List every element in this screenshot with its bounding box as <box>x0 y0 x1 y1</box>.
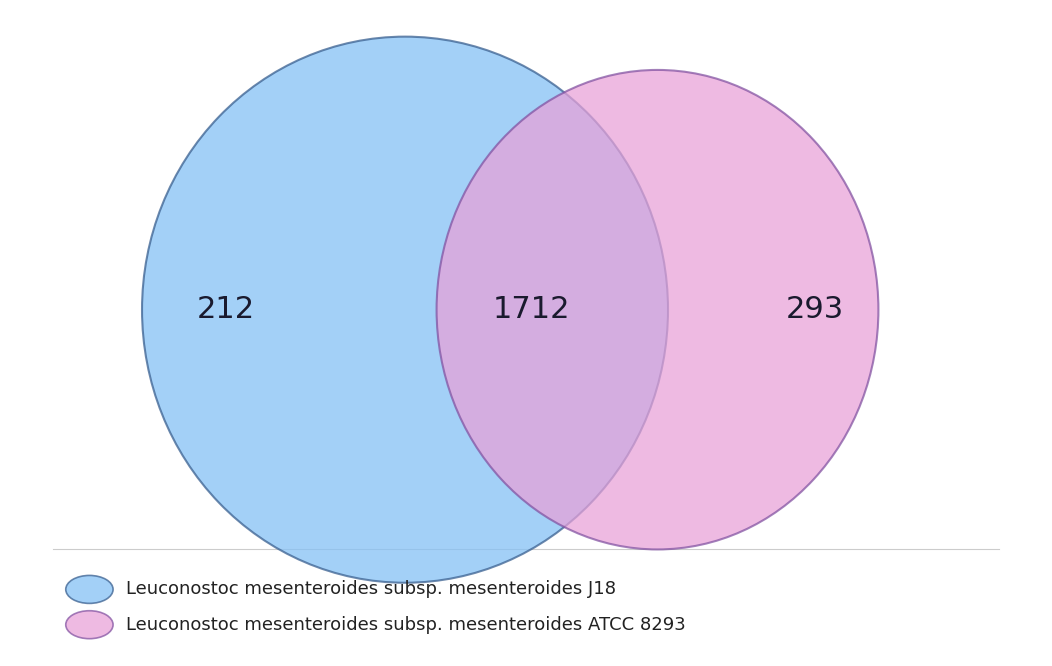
Ellipse shape <box>65 575 114 603</box>
Text: 212: 212 <box>197 295 256 324</box>
Text: 293: 293 <box>786 295 845 324</box>
Ellipse shape <box>65 611 114 639</box>
Text: 1712: 1712 <box>492 295 570 324</box>
Ellipse shape <box>142 37 668 583</box>
Text: Leuconostoc mesenteroides subsp. mesenteroides ATCC 8293: Leuconostoc mesenteroides subsp. mesente… <box>126 615 686 634</box>
Text: Leuconostoc mesenteroides subsp. mesenteroides J18: Leuconostoc mesenteroides subsp. mesente… <box>126 580 616 599</box>
Ellipse shape <box>437 70 878 549</box>
